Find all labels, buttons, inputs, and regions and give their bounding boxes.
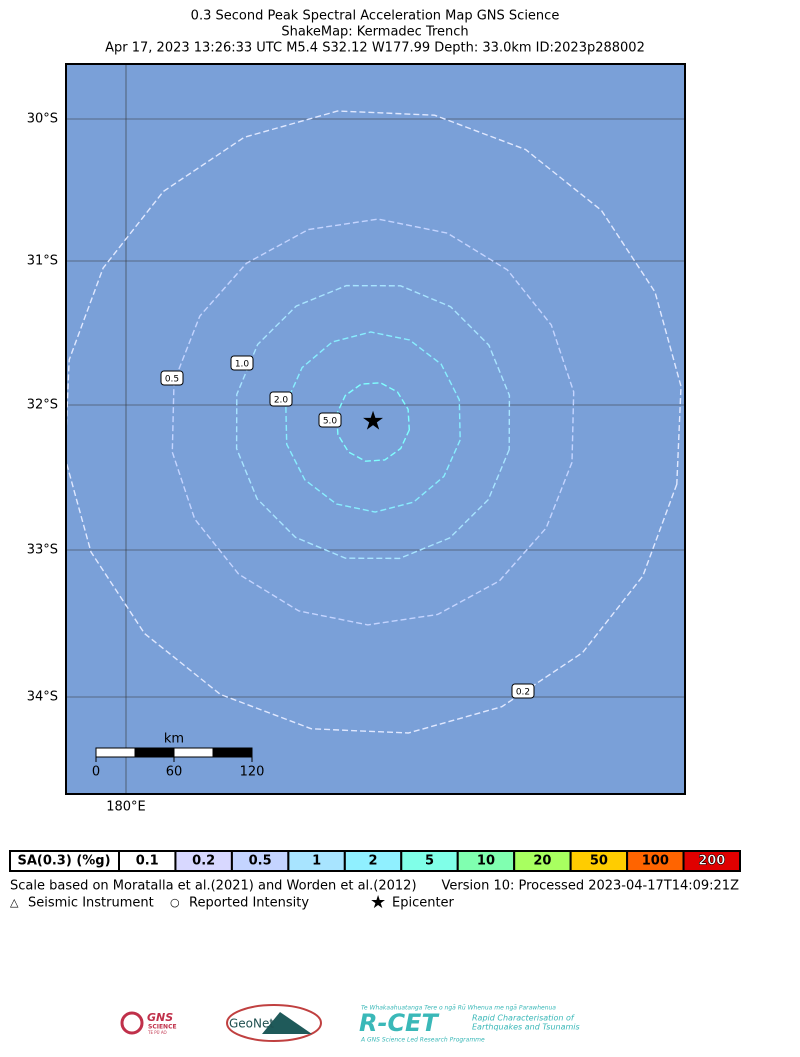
contour-label: 5.0 <box>323 417 338 427</box>
symbol-label: Epicenter <box>392 896 455 911</box>
contour-label: 1.0 <box>235 360 250 370</box>
contour-label-box <box>230 355 254 371</box>
contour-label: 2.0 <box>274 396 289 406</box>
scale-note: Scale based on Moratalla et al.(2021) an… <box>10 879 417 894</box>
title-line: Apr 17, 2023 13:26:33 UTC M5.4 S32.12 W1… <box>105 41 645 56</box>
contour-label-box <box>160 370 184 386</box>
map-frame <box>65 63 686 795</box>
lat-label: 33°S <box>27 543 58 558</box>
rcet-logo: Rapid Characterisation of <box>472 1014 575 1023</box>
symbol-label: Seismic Instrument <box>28 896 154 911</box>
legend-cell-label: 5 <box>425 854 434 869</box>
map-area <box>66 64 685 794</box>
scale-label: 60 <box>166 765 183 780</box>
legend-cell-label: 50 <box>590 854 608 869</box>
scale-segment <box>212 747 253 758</box>
lat-label: 32°S <box>27 398 58 413</box>
scale-segment <box>95 747 136 758</box>
legend-cell-label: 100 <box>642 854 669 869</box>
legend-cell-label: 0.1 <box>136 854 159 869</box>
symbol-label: Reported Intensity <box>189 896 309 911</box>
legend-header: SA(0.3) (%g) <box>17 854 110 869</box>
contour-label: 0.5 <box>165 375 179 385</box>
legend-cell-label: 20 <box>533 854 551 869</box>
lon-label: 180°E <box>106 800 146 815</box>
legend-cell-label: 200 <box>698 854 725 869</box>
legend-cell-label: 0.5 <box>249 854 272 869</box>
graticule <box>66 64 685 794</box>
epicenter: ★ <box>361 407 384 437</box>
legend-cell <box>682 850 742 872</box>
title-line: 0.3 Second Peak Spectral Acceleration Ma… <box>191 9 560 24</box>
symbol-icon: ○ <box>170 896 180 909</box>
contour <box>66 110 682 734</box>
legend-cell-label: 10 <box>477 854 495 869</box>
title-line: ShakeMap: Kermadec Trench <box>281 25 468 40</box>
rcet-logo: Earthquakes and Tsunamis <box>472 1023 580 1032</box>
symbol-icon: ★ <box>370 892 386 913</box>
scale-unit: km <box>164 732 184 747</box>
rcet-logo: A GNS Science Led Research Programme <box>360 1037 485 1044</box>
rcet-logo: R-CET <box>359 1009 439 1037</box>
symbol-icon: △ <box>10 896 19 909</box>
gns-logo: GNS <box>147 1011 173 1024</box>
scale-label: 120 <box>240 765 265 780</box>
contour-label-box <box>318 412 342 428</box>
lat-label: 31°S <box>27 254 58 269</box>
gns-emblem <box>120 1011 144 1035</box>
lat-label: 34°S <box>27 690 58 705</box>
contour <box>235 284 511 560</box>
gns-logo: SCIENCE <box>148 1024 177 1031</box>
geonet-ring <box>226 1004 322 1042</box>
legend-cell-label: 1 <box>312 854 321 869</box>
legend-cell-label: 2 <box>369 854 378 869</box>
geonet-logo: GeoNet <box>229 1017 274 1031</box>
scale-segment <box>134 747 175 758</box>
legend-cell-label: 0.2 <box>192 854 215 869</box>
gns-logo: TE PŪ AO <box>147 1030 167 1035</box>
scale-segment <box>173 747 214 758</box>
contour-label-box <box>269 391 293 407</box>
contour-label: 0.2 <box>516 688 530 698</box>
geonet-hill <box>262 1012 312 1034</box>
contour <box>285 331 461 513</box>
contour-label-box <box>511 683 535 699</box>
scale-label: 0 <box>92 765 100 780</box>
rcet-logo: Te Whakaahuatanga Tere o ngā Rū Whenua m… <box>361 1005 556 1012</box>
version: Version 10: Processed 2023-04-17T14:09:2… <box>442 879 740 894</box>
lat-label: 30°S <box>27 112 58 127</box>
